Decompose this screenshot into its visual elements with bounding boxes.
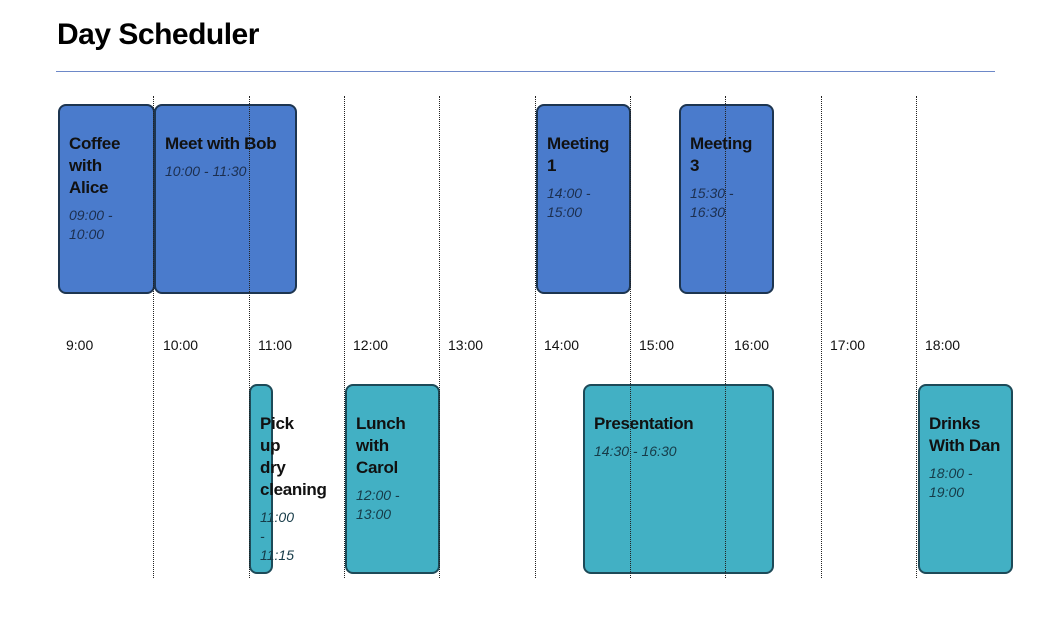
event-time: 12:00 - 13:00 (356, 487, 400, 522)
event-title: Drinks With Dan (929, 414, 1001, 455)
hour-label: 10:00 (163, 337, 199, 353)
hour-label: 11:00 (258, 337, 292, 353)
event-time: 14:30 - 16:30 (594, 443, 677, 459)
event-pick-up-dry-cleaning[interactable]: Pick up dry cleaning 11:00 - 11:15 (249, 384, 327, 574)
hour-gridline (821, 96, 822, 578)
event-title: Meeting 1 (547, 134, 610, 175)
page-title: Day Scheduler (57, 18, 259, 51)
hour-label: 16:00 (734, 337, 770, 353)
event-title: Meet with Bob (165, 134, 277, 153)
event-title: Coffee with Alice (69, 134, 121, 197)
event-meet-with-bob[interactable]: Meet with Bob 10:00 - 11:30 (154, 104, 297, 294)
event-time: 10:00 - 11:30 (165, 163, 247, 179)
event-lunch-with-carol[interactable]: Lunch with Carol 12:00 - 13:00 (345, 384, 440, 574)
hour-label: 12:00 (353, 337, 389, 353)
event-time: 09:00 - 10:00 (69, 207, 113, 242)
event-title: Presentation (594, 414, 694, 433)
event-meeting-3[interactable]: Meeting 3 15:30 - 16:30 (679, 104, 774, 294)
event-time: 11:00 - 11:15 (260, 509, 294, 563)
event-time: 15:30 - 16:30 (690, 185, 734, 220)
hour-label: 13:00 (448, 337, 484, 353)
event-time: 18:00 - 19:00 (929, 465, 973, 500)
hour-label: 17:00 (830, 337, 866, 353)
event-time: 14:00 - 15:00 (547, 185, 591, 220)
title-divider (56, 71, 995, 72)
event-presentation[interactable]: Presentation 14:30 - 16:30 (583, 384, 774, 574)
event-coffee-with-alice[interactable]: Coffee with Alice 09:00 - 10:00 (58, 104, 155, 294)
event-title: Pick up dry cleaning (260, 414, 327, 499)
event-title: Lunch with Carol (356, 414, 406, 477)
hour-label: 15:00 (639, 337, 675, 353)
hour-label: 9:00 (66, 337, 94, 353)
hour-label: 14:00 (544, 337, 580, 353)
event-title: Meeting 3 (690, 134, 753, 175)
hour-label: 18:00 (925, 337, 961, 353)
event-meeting-1[interactable]: Meeting 1 14:00 - 15:00 (536, 104, 631, 294)
hour-gridline (916, 96, 917, 578)
event-drinks-with-dan[interactable]: Drinks With Dan 18:00 - 19:00 (918, 384, 1013, 574)
